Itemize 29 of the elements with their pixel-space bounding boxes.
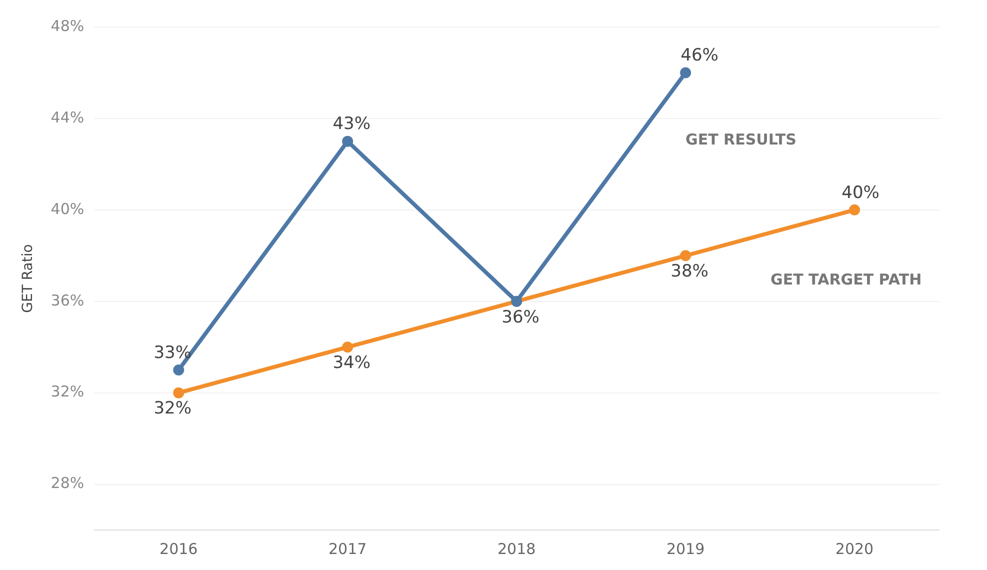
point [173,364,184,376]
x-tick-label: 2016 [160,540,198,558]
y-tick-label: 36% [50,291,84,310]
x-tick-label: 2017 [328,540,367,558]
point [342,342,354,353]
data-label: 40% [842,182,880,203]
x-tick-label: 2018 [497,540,536,558]
data-label: 33% [154,342,192,363]
y-tick-label: 44% [50,108,84,126]
y-tick-label: 48% [50,16,84,35]
y-tick-label: 40% [50,200,84,218]
data-label: 46% [680,46,718,66]
x-tick-label: 2019 [666,540,705,558]
point [342,136,354,147]
y-axis-title: GET Ratio [20,244,36,313]
text: GET TARGET PATH [770,270,922,289]
point [680,250,692,262]
y-tick-label: 32% [50,382,84,401]
text: GET RESULTS [686,130,796,149]
y-tick-label: 28% [50,474,84,492]
x-tick-label: 2020 [835,540,874,558]
point [680,67,692,78]
data-label: 43% [332,114,370,134]
data-label: 36% [502,307,540,328]
point [173,387,184,398]
data-label: 38% [670,262,708,282]
data-label: 34% [332,353,370,374]
point [849,204,860,216]
data-label: 32% [154,398,192,419]
